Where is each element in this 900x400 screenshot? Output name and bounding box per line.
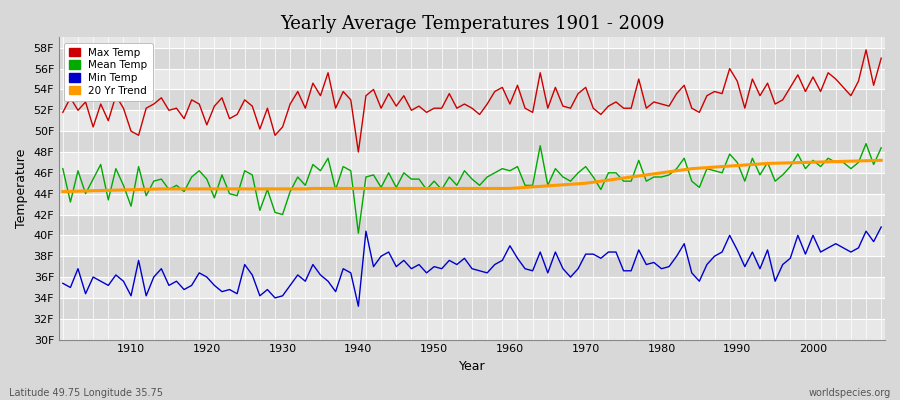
Bar [59,214,885,235]
20 Yr Trend [58,189,68,194]
Mean Temp [876,146,886,150]
X-axis label: Year: Year [459,360,485,373]
Mean Temp [330,187,341,192]
Max Temp [505,102,516,106]
20 Yr Trend [876,158,886,163]
Bar [59,319,885,340]
Bar [59,131,885,152]
Max Temp [603,104,614,108]
Line: Min Temp: Min Temp [63,227,881,306]
Bar [59,110,885,131]
Mean Temp [58,166,68,171]
Max Temp [860,48,871,52]
Legend: Max Temp, Mean Temp, Min Temp, 20 Yr Trend: Max Temp, Mean Temp, Min Temp, 20 Yr Tre… [64,42,152,101]
Min Temp [330,289,341,294]
Bar [59,69,885,90]
Mean Temp [512,164,523,169]
Bar [59,194,885,214]
Min Temp [58,281,68,286]
Mean Temp [118,183,129,188]
Line: Max Temp: Max Temp [63,50,881,152]
Bar [59,48,885,69]
Bar [59,235,885,256]
Bar [59,298,885,319]
Max Temp [330,106,341,111]
Max Temp [58,110,68,115]
20 Yr Trend [330,186,341,191]
Mean Temp [603,170,614,175]
Max Temp [353,150,364,154]
Mean Temp [284,189,295,194]
Mean Temp [505,168,516,173]
Bar [59,90,885,110]
Title: Yearly Average Temperatures 1901 - 2009: Yearly Average Temperatures 1901 - 2009 [280,15,664,33]
Line: Mean Temp: Mean Temp [63,144,881,233]
Min Temp [512,256,523,261]
Max Temp [284,102,295,106]
Mean Temp [353,231,364,236]
Min Temp [118,279,129,284]
Min Temp [603,250,614,254]
Text: Latitude 49.75 Longitude 35.75: Latitude 49.75 Longitude 35.75 [9,388,163,398]
Max Temp [512,83,523,88]
20 Yr Trend [505,186,516,191]
Y-axis label: Temperature: Temperature [15,149,28,228]
Min Temp [284,283,295,288]
Bar [59,256,885,277]
Line: 20 Yr Trend: 20 Yr Trend [63,160,881,192]
Min Temp [505,243,516,248]
Max Temp [876,56,886,60]
20 Yr Trend [284,186,295,191]
Text: worldspecies.org: worldspecies.org [809,388,891,398]
Min Temp [876,225,886,230]
Bar [59,277,885,298]
Max Temp [118,106,129,111]
Mean Temp [860,141,871,146]
Min Temp [353,304,364,309]
Bar [59,173,885,194]
Bar [59,152,885,173]
20 Yr Trend [497,186,508,191]
20 Yr Trend [118,188,129,192]
20 Yr Trend [596,179,607,184]
